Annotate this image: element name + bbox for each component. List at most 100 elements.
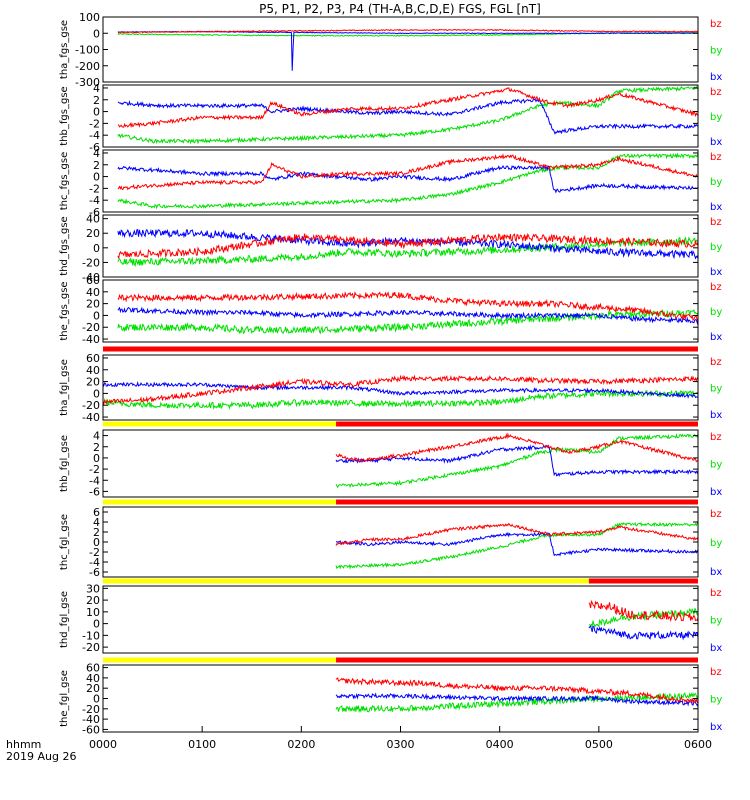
series-line-by bbox=[335, 691, 698, 714]
legend-by: by bbox=[710, 307, 722, 318]
panel-ylabel: thd_fgs_gse bbox=[59, 216, 70, 275]
status-bar-segment bbox=[103, 578, 589, 584]
legend-by: by bbox=[710, 538, 722, 549]
y-tick-label: 20 bbox=[86, 376, 100, 389]
panel-frame bbox=[102, 506, 699, 578]
legend-by: by bbox=[710, 46, 722, 57]
y-tick-label: 0 bbox=[93, 536, 100, 549]
panel-frame bbox=[102, 16, 699, 83]
y-tick-label: 4 bbox=[93, 147, 100, 160]
y-tick-label: -40 bbox=[82, 333, 100, 346]
x-tick-label: 0600 bbox=[684, 738, 712, 751]
series-line-bx bbox=[588, 625, 698, 641]
series-line-by bbox=[335, 433, 698, 489]
legend-bz: bz bbox=[710, 588, 722, 599]
y-tick-label: -6 bbox=[89, 141, 100, 154]
x-tick-label: 0100 bbox=[188, 738, 216, 751]
series-line-bz bbox=[103, 374, 698, 406]
status-bar-segment bbox=[336, 657, 698, 663]
panel-frame bbox=[102, 354, 699, 421]
series-line-by bbox=[335, 521, 698, 570]
legend-bx: bx bbox=[710, 487, 722, 498]
legend-by: by bbox=[710, 177, 722, 188]
series-line-by bbox=[117, 152, 698, 210]
y-tick-label: 2 bbox=[93, 94, 100, 107]
series-line-bx bbox=[117, 96, 698, 135]
y-tick-label: 0 bbox=[93, 171, 100, 184]
panel-ylabel: tha_fgl_gse bbox=[59, 359, 70, 416]
legend-bz: bz bbox=[710, 217, 722, 228]
legend-bz: bz bbox=[710, 509, 722, 520]
x-axis-label: hhmm bbox=[6, 738, 41, 751]
legend-bz: bz bbox=[710, 87, 722, 98]
panel-thb_fgl_gse: 420-2-4-6 thb_fgl_gse bz by bx bbox=[59, 421, 722, 498]
y-tick-label: -2 bbox=[89, 182, 100, 195]
x-tick-label: 0200 bbox=[287, 738, 315, 751]
y-tick-label: -20 bbox=[82, 399, 100, 412]
legend-bz: bz bbox=[710, 667, 722, 678]
panel-thb_fgs_gse: 420-2-4-6 thb_fgs_gse bz by bx bbox=[59, 82, 722, 154]
panel-ylabel: tha_fgs_gse bbox=[59, 20, 70, 79]
y-tick-label: 10 bbox=[86, 606, 100, 619]
series-line-bz bbox=[588, 599, 698, 623]
series-line-bx bbox=[117, 228, 698, 260]
y-tick-label: 4 bbox=[93, 516, 100, 529]
panel-ylabel: thb_fgl_gse bbox=[59, 435, 70, 492]
panel-frame bbox=[102, 84, 699, 148]
panel-ylabel: thb_fgs_gse bbox=[59, 86, 70, 145]
date-label: 2019 Aug 26 bbox=[6, 750, 76, 763]
y-tick-label: 2 bbox=[93, 159, 100, 172]
y-tick-label: -200 bbox=[75, 60, 100, 73]
panel-tha_fgs_gse: 100 0 -100 -200 -300 tha_fgs_gse bz by bx bbox=[59, 11, 722, 89]
legend-bx: bx bbox=[710, 332, 722, 343]
y-tick-label: 2 bbox=[93, 526, 100, 539]
panel-ylabel: the_fgs_gse bbox=[59, 281, 70, 340]
legend-bz: bz bbox=[710, 282, 722, 293]
series-line-bz bbox=[117, 87, 698, 129]
panel-ylabel: the_fgl_gse bbox=[59, 670, 70, 727]
y-tick-label: 20 bbox=[86, 227, 100, 240]
y-tick-label: -60 bbox=[82, 723, 100, 736]
series-line-bx bbox=[335, 692, 698, 707]
y-tick-label: 6 bbox=[93, 506, 100, 519]
y-tick-label: 0 bbox=[93, 106, 100, 119]
x-tick-label: 0000 bbox=[89, 738, 117, 751]
series-line-by bbox=[117, 236, 698, 268]
series-line-bx bbox=[103, 381, 698, 399]
status-bar-segment bbox=[336, 499, 698, 505]
series-line-bz bbox=[335, 677, 698, 704]
series-line-bz bbox=[117, 153, 698, 191]
legend-bz: bz bbox=[710, 152, 722, 163]
y-tick-label: -6 bbox=[89, 485, 100, 498]
series-line-bz bbox=[117, 232, 698, 259]
y-tick-label: 40 bbox=[86, 364, 100, 377]
legend-by: by bbox=[710, 616, 722, 627]
status-bar-segment bbox=[103, 421, 337, 427]
y-tick-label: -2 bbox=[89, 546, 100, 559]
legend-bx: bx bbox=[710, 267, 722, 278]
legend-bx: bx bbox=[710, 643, 722, 654]
y-tick-label: -40 bbox=[82, 713, 100, 726]
legend-bz: bz bbox=[710, 357, 722, 368]
y-tick-label: -4 bbox=[89, 194, 100, 207]
y-tick-label: 100 bbox=[79, 11, 100, 24]
y-tick-label: 0 bbox=[93, 387, 100, 400]
legend-by: by bbox=[710, 460, 722, 471]
legend-bx: bx bbox=[710, 722, 722, 733]
y-tick-label: 60 bbox=[86, 662, 100, 675]
legend-bx: bx bbox=[710, 567, 722, 578]
status-bar-segment bbox=[588, 578, 698, 584]
series-line-bx bbox=[117, 164, 698, 194]
legend-bz: bz bbox=[710, 19, 722, 30]
y-tick-label: 60 bbox=[86, 274, 100, 287]
x-tick-label: 0400 bbox=[486, 738, 514, 751]
y-tick-label: 20 bbox=[86, 594, 100, 607]
y-tick-label: 0 bbox=[93, 618, 100, 631]
panel-thc_fgs_gse: 420-2-4-6 thc_fgs_gse bz by bx bbox=[59, 147, 722, 219]
y-tick-label: -20 bbox=[82, 641, 100, 654]
y-tick-label: -4 bbox=[89, 129, 100, 142]
y-tick-label: -6 bbox=[89, 206, 100, 219]
